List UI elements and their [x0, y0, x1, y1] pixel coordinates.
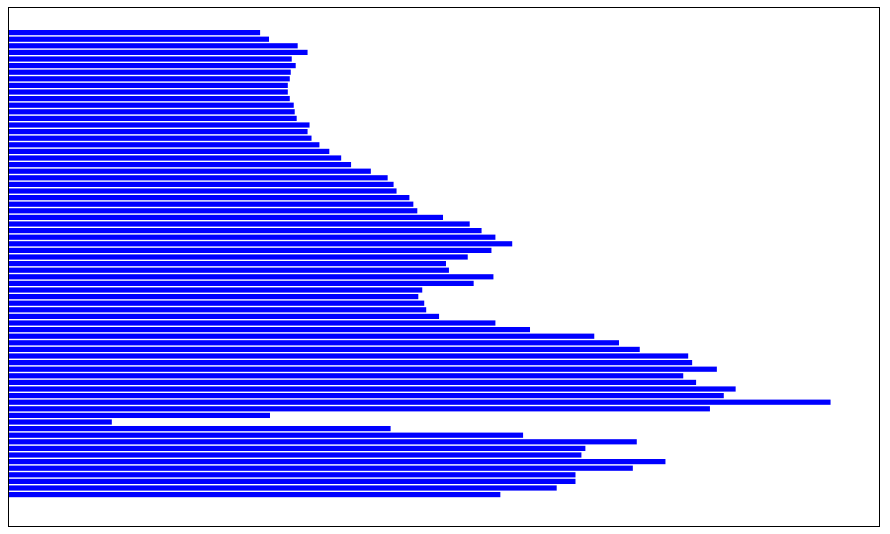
- bar: [9, 327, 531, 333]
- bar: [9, 49, 308, 55]
- bar: [9, 234, 496, 240]
- bar: [9, 82, 288, 88]
- bar: [9, 294, 419, 300]
- bar: [9, 300, 425, 306]
- bar: [9, 221, 470, 227]
- bar: [9, 241, 513, 247]
- bar: [9, 122, 310, 128]
- bar: [9, 76, 290, 82]
- bar: [9, 320, 496, 326]
- bar: [9, 175, 388, 181]
- bars-group: [9, 30, 831, 498]
- bar: [9, 399, 831, 405]
- bar: [9, 485, 557, 491]
- bar: [9, 148, 330, 154]
- bar: [9, 214, 444, 220]
- bar: [9, 445, 586, 451]
- bar: [9, 162, 352, 168]
- bar: [9, 492, 501, 498]
- bar: [9, 228, 482, 234]
- bar: [9, 43, 298, 49]
- bar: [9, 386, 736, 392]
- bar: [9, 129, 308, 135]
- bar: [9, 69, 291, 75]
- bar: [9, 412, 270, 418]
- bar: [9, 379, 697, 385]
- plot-frame: [8, 7, 880, 527]
- bar: [9, 459, 666, 465]
- bar: [9, 287, 423, 293]
- bar: [9, 346, 640, 352]
- bar: [9, 307, 427, 313]
- bar: [9, 96, 290, 102]
- bar: [9, 426, 391, 432]
- bar: [9, 56, 292, 62]
- bar: [9, 366, 717, 372]
- bar: [9, 472, 576, 478]
- bar: [9, 181, 394, 187]
- bar: [9, 188, 397, 194]
- bar: [9, 142, 320, 148]
- bar: [9, 102, 294, 108]
- bar: [9, 63, 296, 69]
- bar: [9, 247, 492, 253]
- bar: [9, 201, 414, 207]
- bar: [9, 419, 112, 425]
- bar: [9, 313, 440, 319]
- bar: [9, 89, 288, 95]
- bar: [9, 340, 619, 346]
- bar: [9, 452, 582, 458]
- bar: [9, 168, 371, 174]
- bar: [9, 406, 710, 412]
- bar: [9, 261, 446, 267]
- bar: [9, 353, 689, 359]
- bar: [9, 115, 297, 121]
- bar: [9, 274, 494, 280]
- bar: [9, 254, 468, 260]
- bar: [9, 439, 637, 445]
- bar: [9, 30, 261, 36]
- bar: [9, 360, 693, 366]
- bar: [9, 432, 524, 438]
- bar: [9, 208, 418, 214]
- bar: [9, 267, 449, 273]
- bar: [9, 478, 576, 484]
- bar: [9, 280, 474, 286]
- bar: [9, 373, 684, 379]
- bar: [9, 155, 342, 161]
- bar: [9, 36, 270, 42]
- bar: [9, 109, 295, 115]
- bar: [9, 333, 595, 339]
- bar: [9, 465, 633, 471]
- bar: [9, 135, 312, 141]
- bar: [9, 393, 724, 399]
- bar: [9, 195, 410, 201]
